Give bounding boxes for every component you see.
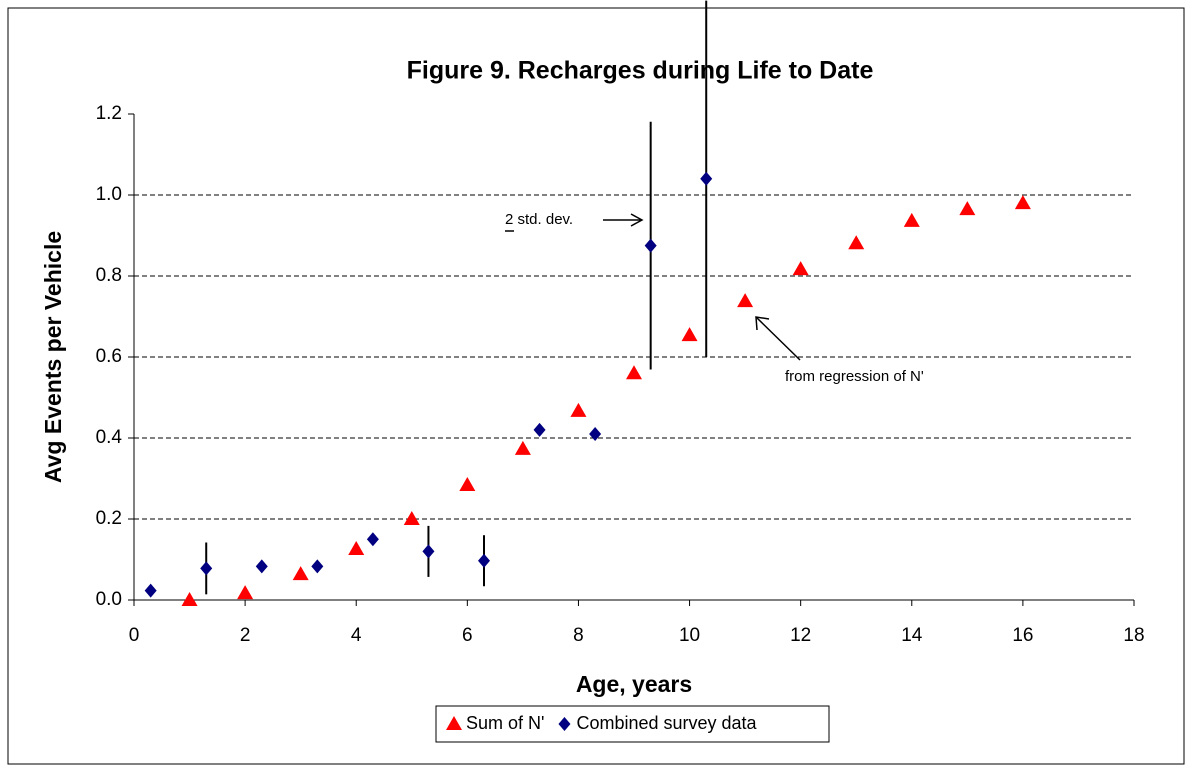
x-tick-label: 6 <box>462 625 473 646</box>
point <box>144 583 157 598</box>
y-axis-label: Avg Events per Vehicle <box>40 231 66 483</box>
point <box>292 566 309 581</box>
point <box>366 532 379 547</box>
y-tick-label: 0.0 <box>96 589 122 610</box>
point <box>626 365 642 380</box>
x-tick-label: 0 <box>129 625 140 646</box>
x-tick-label: 8 <box>573 625 584 646</box>
point <box>848 235 865 250</box>
y-tick-label: 0.2 <box>96 508 122 529</box>
point <box>403 511 420 525</box>
point <box>311 559 324 574</box>
point <box>181 592 198 606</box>
point <box>959 201 976 216</box>
point <box>478 553 490 568</box>
x-tick-label: 12 <box>790 625 811 646</box>
x-axis-label: Age, years <box>576 671 692 697</box>
y-tick-label: 0.8 <box>96 265 122 286</box>
x-tick-label: 16 <box>1012 625 1033 646</box>
point <box>446 716 462 730</box>
point <box>570 402 587 417</box>
point <box>589 426 602 441</box>
arrow-head <box>630 213 644 227</box>
point <box>459 476 476 491</box>
chart-title: Figure 9. Recharges during Life to Date <box>407 57 874 85</box>
point <box>200 561 213 576</box>
x-tick-label: 10 <box>679 625 700 646</box>
annotation: 2 std. dev. <box>505 211 573 228</box>
y-tick-label: 0.4 <box>96 427 123 448</box>
y-tick-label: 1.2 <box>96 103 122 124</box>
annotation: from regression of N' <box>785 368 924 385</box>
arrow-head <box>755 316 770 331</box>
point <box>422 544 435 559</box>
y-tick-label: 1.0 <box>96 184 122 205</box>
legend-label: Combined survey data <box>576 713 757 733</box>
point <box>737 293 754 308</box>
point <box>348 540 365 555</box>
point <box>700 171 713 186</box>
point <box>792 261 809 276</box>
point <box>1014 195 1031 210</box>
chart-border <box>7 7 1185 765</box>
point <box>903 212 920 227</box>
point <box>255 559 268 574</box>
point <box>644 238 657 253</box>
legend <box>435 705 830 743</box>
legend-label: Sum of N' <box>466 713 544 733</box>
point <box>681 327 698 342</box>
point <box>514 440 531 455</box>
x-tick-label: 18 <box>1123 625 1144 646</box>
y-tick-label: 0.6 <box>96 346 122 367</box>
point <box>237 585 254 600</box>
x-tick-label: 2 <box>240 625 251 646</box>
arrow <box>756 317 801 361</box>
x-tick-label: 4 <box>351 625 362 646</box>
point <box>558 717 571 731</box>
x-tick-label: 14 <box>901 625 923 646</box>
point <box>533 422 546 437</box>
